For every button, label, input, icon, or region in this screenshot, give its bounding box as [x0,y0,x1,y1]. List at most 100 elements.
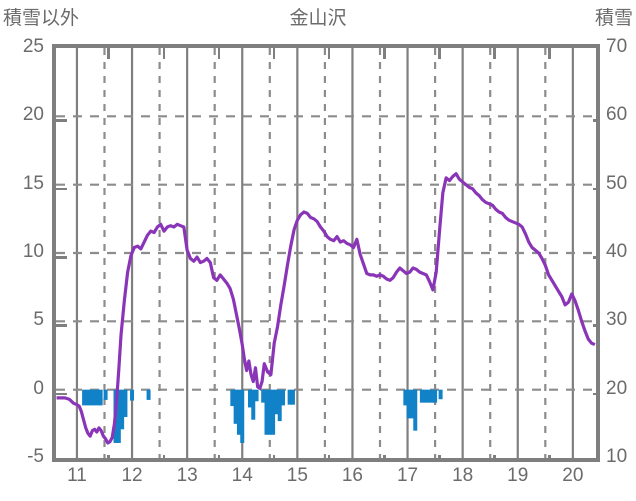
x-axis-minor-tick [217,455,221,458]
x-axis-tick-label: 18 [452,465,474,486]
x-axis-minor-tick [383,455,386,458]
x-axis-minor-tick [493,455,496,458]
y-axis-right-tick-label: 10 [606,446,628,467]
bar [277,389,282,422]
x-axis-minor-tick [272,455,276,458]
y-axis-left-tick [56,324,67,327]
bar [433,389,438,403]
bar [116,389,121,443]
bar [251,389,256,420]
y-axis-right-tick-label: 50 [606,172,628,194]
x-axis-minor-tick [162,455,166,458]
bar [120,389,125,430]
bar [130,389,135,401]
bar [267,389,272,435]
bar [264,389,269,435]
bar-series-snowfall [82,389,443,443]
bar [261,389,266,403]
bar [85,389,90,406]
bar [419,389,424,403]
y-axis-left-tick-label: 20 [22,104,44,126]
x-axis-minor-tick [107,48,110,59]
bar [423,389,428,403]
y-axis-right-tick [593,256,596,259]
bar [438,389,443,400]
bar [281,389,286,406]
bar [92,389,97,406]
x-axis-minor-tick [438,455,441,458]
bar [290,389,295,405]
bar [413,389,418,431]
y-axis-left-tick [56,187,67,191]
x-axis-minor-tick [493,48,496,59]
y-axis-left-tick-label: 5 [33,309,44,331]
bar [426,389,431,403]
x-axis-minor-tick [217,48,221,59]
x-axis-minor-tick [383,48,386,59]
x-axis-minor-tick [327,455,331,458]
bar [82,389,87,406]
bar [123,389,128,417]
line-series-temperature [56,172,596,445]
y-axis-left-tick-label: 15 [22,172,44,194]
x-axis-tick-label: 15 [286,465,308,486]
bar [240,389,245,443]
bar [230,389,235,407]
x-axis-minor-tick [438,48,441,59]
x-axis-tick-label: 19 [507,465,529,486]
bar [247,389,252,408]
bar [98,389,103,406]
chart-title: 金山沢 [289,8,347,29]
x-axis-minor-tick [548,455,551,458]
y-axis-left-tick-label: 25 [22,36,44,57]
bar [236,389,241,435]
y-axis-right-tick [593,324,596,327]
y-axis-right-tick-label: 60 [606,104,628,126]
x-axis-tick-label: 14 [231,465,253,486]
y-axis-right-tick-label: 20 [606,377,628,399]
y-axis-left-tick [56,119,67,122]
x-axis-tick-label: 20 [562,465,584,486]
bar [429,389,434,403]
chart-canvas [56,48,596,458]
y-axis-left-tick-label: 10 [22,241,44,262]
x-axis-minor-tick [272,48,276,59]
y-axis-right-tick [593,119,596,122]
y-axis-left-tick [56,256,67,259]
y-axis-right-tick [593,392,596,396]
bar [271,389,276,435]
y-axis-right-tick [593,187,596,191]
x-axis-minor-tick [327,48,331,59]
bar [406,389,411,419]
bar [274,389,279,415]
x-axis-tick-label: 16 [341,465,363,486]
bar [103,389,108,400]
bar [146,389,151,400]
y-axis-right-tick-label: 70 [606,36,628,57]
x-axis-tick-label: 11 [67,465,87,486]
bar [233,389,238,424]
y-axis-right-tick-label: 40 [606,241,628,262]
gridlines-horizontal [56,115,596,391]
y-axis-left-tick [56,392,67,396]
y-axis-left-tick-label: 0 [33,377,44,399]
bar [88,389,93,406]
left-axis-title: 積雪以外 [3,8,80,29]
bar [254,389,259,402]
right-axis-title: 積雪 [594,8,633,29]
bar [287,389,292,405]
gridlines-minor-vertical [103,48,547,458]
x-axis-tick-label: 13 [176,465,198,486]
x-axis-minor-tick [107,455,110,458]
x-axis-tick-label: 17 [396,465,419,486]
x-axis-minor-tick [162,48,166,59]
bar [409,389,414,419]
y-axis-left-tick-label: -5 [27,446,44,467]
plot-area [52,44,600,462]
x-axis-minor-tick [548,48,551,59]
x-axis-tick-label: 12 [121,465,143,486]
y-axis-right-tick-label: 30 [606,309,628,331]
plot-inner [56,48,596,458]
bar [403,389,408,406]
